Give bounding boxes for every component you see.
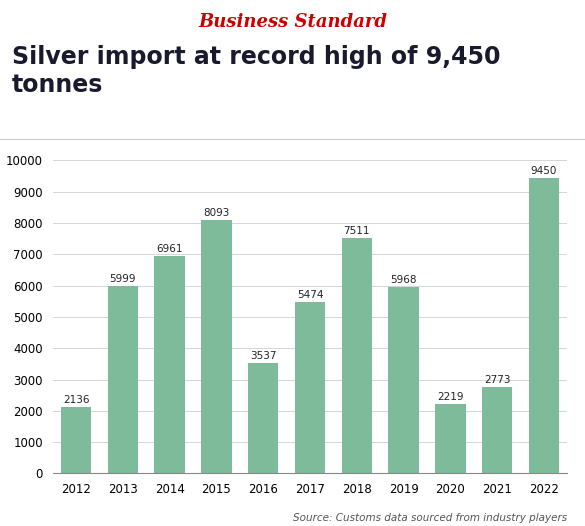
Bar [342,238,372,473]
Text: 5999: 5999 [109,274,136,284]
Bar [201,220,232,473]
Bar [482,387,512,473]
Text: 5474: 5474 [297,290,324,300]
Bar [435,404,466,473]
Text: 9450: 9450 [531,166,558,176]
Text: tonnes: tonnes [12,73,103,97]
Bar [295,302,325,473]
Text: 2136: 2136 [63,394,90,404]
Bar [108,286,138,473]
Bar [154,256,185,473]
Text: 3537: 3537 [250,351,277,361]
Bar [61,407,91,473]
Text: Source: Customs data sourced from industry players: Source: Customs data sourced from indust… [293,513,567,523]
Bar [529,178,559,473]
Text: Silver import at record high of 9,450: Silver import at record high of 9,450 [12,45,500,69]
Text: 6961: 6961 [156,244,183,254]
Text: 2219: 2219 [437,392,464,402]
Bar [248,363,278,473]
Text: Business Standard: Business Standard [198,13,387,31]
Text: 5968: 5968 [390,275,417,285]
Text: 2773: 2773 [484,375,511,385]
Bar [388,287,419,473]
Text: 7511: 7511 [343,227,370,237]
Text: 8093: 8093 [203,208,230,218]
